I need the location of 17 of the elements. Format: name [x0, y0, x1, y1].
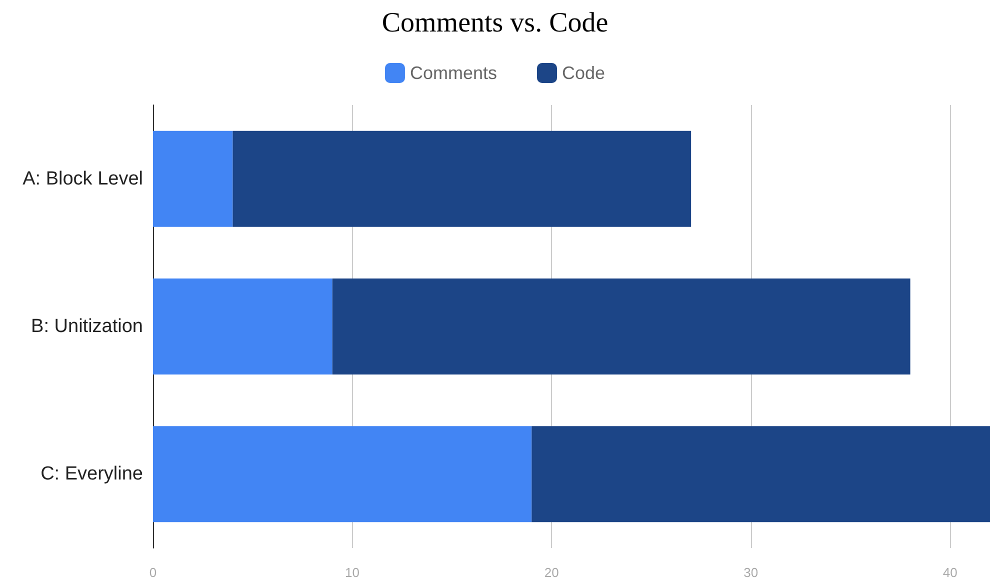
- chart-title: Comments vs. Code: [382, 8, 608, 38]
- bar: [532, 426, 990, 522]
- bar: [332, 278, 910, 374]
- bar: [153, 426, 532, 522]
- y-tick-label: A: Block Level: [22, 168, 143, 190]
- x-tick-label: 40: [942, 565, 958, 580]
- x-tick-label: 30: [744, 565, 758, 580]
- x-tick-label: 20: [544, 565, 559, 580]
- bar: [232, 130, 692, 227]
- bar: [153, 278, 332, 374]
- x-tick-label: 0: [149, 565, 157, 580]
- y-tick-label: B: Unitization: [31, 316, 143, 337]
- y-tick-label: C: Everyline: [40, 464, 143, 485]
- legend-label: Code: [562, 63, 606, 83]
- bar: [153, 130, 233, 227]
- x-tick-label: 10: [345, 565, 360, 580]
- legend-label: Comments: [410, 63, 498, 83]
